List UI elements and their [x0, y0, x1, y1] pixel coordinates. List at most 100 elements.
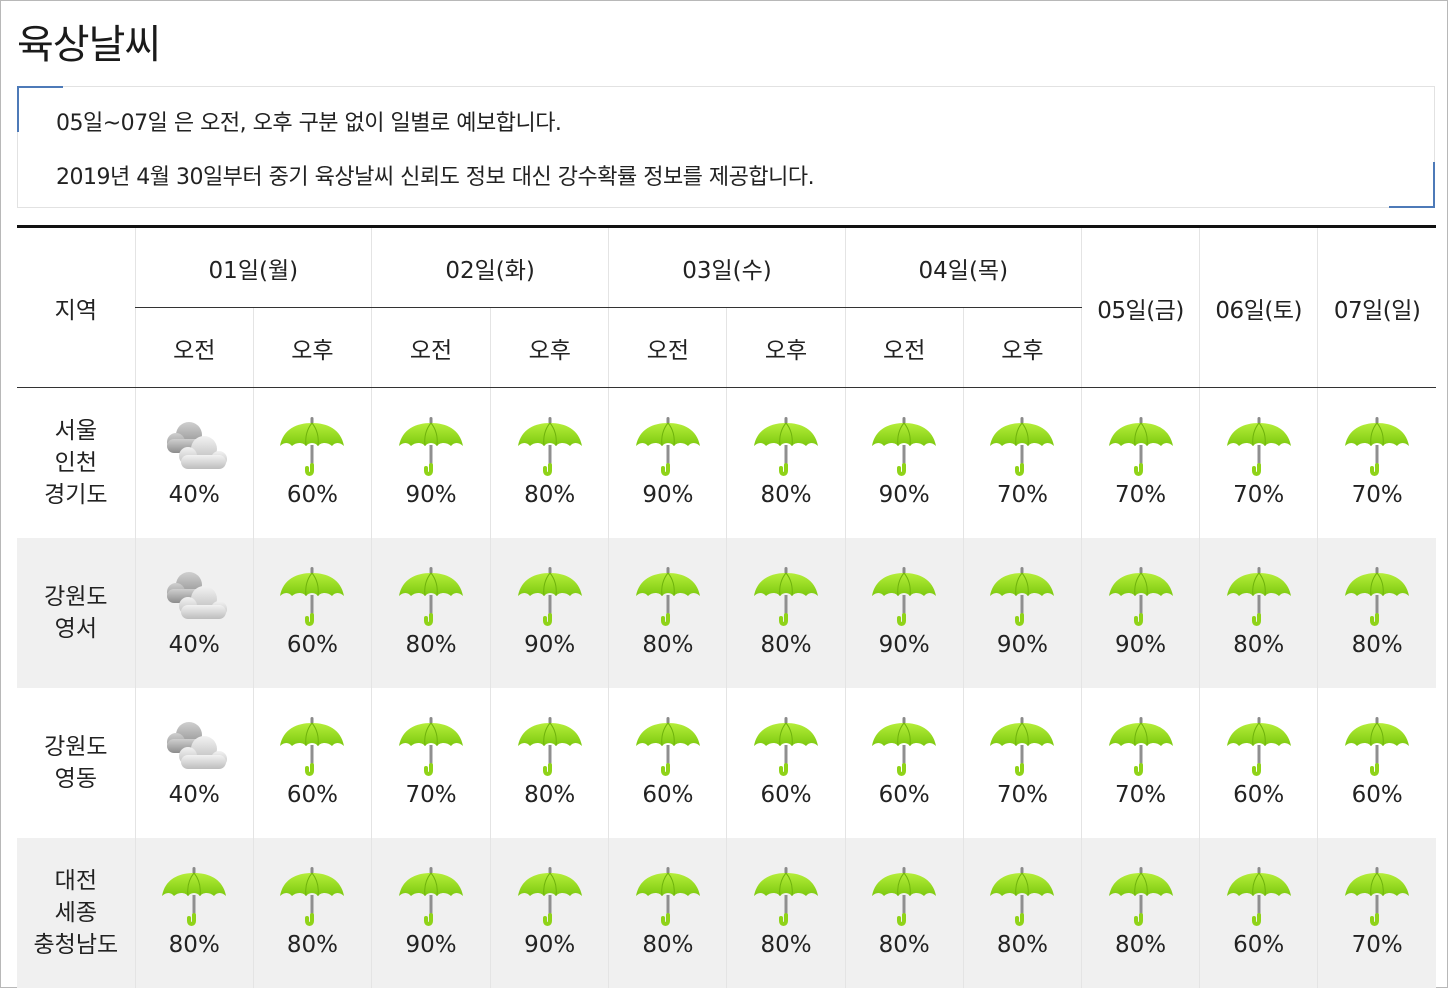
forecast-cell: 80% — [608, 837, 727, 988]
umbrella-rain-icon — [1106, 865, 1176, 929]
precip-probability: 70% — [996, 781, 1048, 808]
table-row: 강원도 영서 40% 60% 80% 90% 80% 80% 90% 90% 90% 80% 80% — [17, 537, 1436, 688]
day-header-01: 01일(월) — [134, 226, 372, 308]
pm-header: 오후 — [490, 307, 609, 388]
notice-box: 05일~07일 은 오전, 오후 구분 없이 일별로 예보합니다. 2019년 … — [17, 86, 1435, 208]
precip-probability: 90% — [642, 482, 694, 508]
forecast-cell: 80% — [370, 537, 491, 688]
umbrella-rain-icon — [396, 565, 466, 629]
forecast-cell: 60% — [1317, 687, 1436, 838]
umbrella-rain-icon — [396, 715, 466, 779]
precip-probability: 80% — [168, 931, 220, 958]
forecast-cell: 70% — [1080, 687, 1200, 838]
umbrella-rain-icon — [633, 415, 703, 479]
region-name-line: 서울 — [54, 417, 97, 444]
precip-probability: 40% — [168, 482, 220, 508]
forecast-cell: 90% — [370, 837, 491, 988]
precip-probability: 70% — [1233, 482, 1285, 508]
umbrella-rain-icon — [987, 565, 1057, 629]
notice-line-1: 05일~07일 은 오전, 오후 구분 없이 일별로 예보합니다. — [56, 111, 562, 136]
region-header: 지역 — [17, 226, 136, 388]
am-header: 오전 — [370, 307, 491, 388]
region-name-line: 강원도 — [44, 583, 108, 610]
am-header: 오전 — [608, 307, 727, 388]
precip-probability: 80% — [996, 931, 1048, 958]
precip-probability: 80% — [405, 631, 457, 658]
precip-probability: 60% — [1233, 931, 1285, 958]
precip-probability: 90% — [1114, 631, 1167, 658]
umbrella-rain-icon — [277, 565, 347, 629]
day-header-06: 06일(토) — [1199, 226, 1318, 388]
umbrella-rain-icon — [1342, 865, 1412, 929]
forecast-cell: 80% — [1199, 537, 1318, 688]
umbrella-rain-icon — [633, 565, 703, 629]
precip-probability: 40% — [168, 631, 220, 658]
forecast-cell: 80% — [726, 387, 846, 538]
precip-probability: 70% — [1114, 482, 1167, 508]
forecast-cell: 70% — [1317, 837, 1436, 988]
pm-header: 오후 — [252, 307, 372, 388]
forecast-cell: 90% — [844, 537, 964, 688]
forecast-cell: 80% — [490, 387, 609, 538]
umbrella-rain-icon — [1106, 415, 1176, 479]
precip-probability: 70% — [1351, 931, 1403, 958]
umbrella-rain-icon — [1342, 715, 1412, 779]
cloudy-icon — [159, 565, 229, 629]
umbrella-rain-icon — [869, 715, 939, 779]
table-row: 강원도 영동 40% 60% 70% 80% 60% 60% 60% 70% 70% 60% 60% — [17, 687, 1436, 838]
forecast-cell: 80% — [252, 837, 372, 988]
umbrella-rain-icon — [987, 865, 1057, 929]
forecast-cell: 60% — [252, 537, 372, 688]
forecast-cell: 80% — [490, 687, 609, 838]
umbrella-rain-icon — [1224, 415, 1294, 479]
notice-corner-top-left — [17, 86, 63, 132]
forecast-cell: 70% — [1080, 387, 1200, 538]
notice-line-2: 2019년 4월 30일부터 중기 육상날씨 신뢰도 정보 대신 강수확률 정보… — [56, 165, 815, 190]
region-name-line: 영서 — [54, 615, 97, 642]
precip-probability: 80% — [524, 482, 576, 508]
umbrella-rain-icon — [869, 565, 939, 629]
cloudy-icon — [159, 715, 229, 779]
forecast-cell: 90% — [1080, 537, 1200, 688]
forecast-cell: 70% — [370, 687, 491, 838]
forecast-cell: 70% — [1317, 387, 1436, 538]
precip-probability: 60% — [286, 482, 338, 508]
umbrella-rain-icon — [987, 715, 1057, 779]
forecast-cell: 60% — [608, 687, 727, 838]
precip-probability: 90% — [524, 631, 576, 658]
day-header-04: 04일(목) — [844, 226, 1082, 308]
forecast-cell: 60% — [252, 687, 372, 838]
forecast-cell: 40% — [134, 387, 254, 538]
umbrella-rain-icon — [1106, 565, 1176, 629]
forecast-cell: 80% — [726, 837, 846, 988]
umbrella-rain-icon — [987, 415, 1057, 479]
notice-corner-bottom-right — [1389, 162, 1435, 208]
umbrella-rain-icon — [515, 415, 585, 479]
am-header: 오전 — [844, 307, 964, 388]
umbrella-rain-icon — [1106, 715, 1176, 779]
precip-probability: 80% — [1114, 931, 1167, 958]
umbrella-rain-icon — [515, 565, 585, 629]
pm-header: 오후 — [726, 307, 846, 388]
forecast-cell: 90% — [490, 837, 609, 988]
forecast-cell: 80% — [1317, 537, 1436, 688]
day-header-07: 07일(일) — [1317, 226, 1436, 388]
table-row: 대전 세종 충청남도 80% 80% 90% 90% 80% 80% 80% 80% 80% 60% 70… — [17, 837, 1436, 988]
precip-probability: 80% — [760, 931, 812, 958]
forecast-cell: 80% — [962, 837, 1082, 988]
forecast-cell: 90% — [490, 537, 609, 688]
region-name-line: 영동 — [54, 765, 97, 792]
precip-probability: 80% — [878, 931, 930, 958]
umbrella-rain-icon — [1342, 415, 1412, 479]
day-header-03: 03일(수) — [608, 226, 846, 308]
umbrella-rain-icon — [633, 865, 703, 929]
precip-probability: 80% — [1351, 631, 1403, 658]
umbrella-rain-icon — [751, 865, 821, 929]
umbrella-rain-icon — [396, 415, 466, 479]
forecast-cell: 60% — [1199, 837, 1318, 988]
region-name-line: 강원도 — [44, 733, 108, 760]
umbrella-rain-icon — [515, 715, 585, 779]
precip-probability: 70% — [1351, 482, 1403, 508]
precip-probability: 60% — [642, 781, 694, 808]
